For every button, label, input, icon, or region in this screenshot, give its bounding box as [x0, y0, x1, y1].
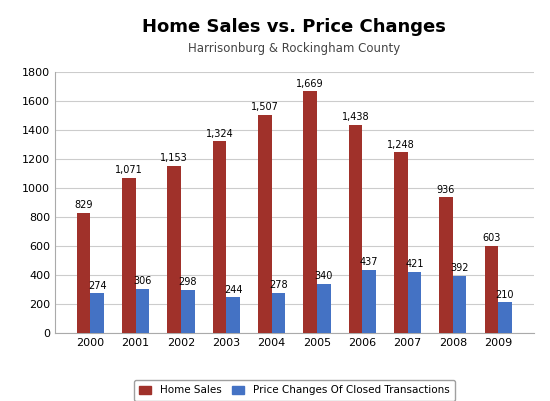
Text: 392: 392 — [450, 263, 469, 273]
Bar — [453, 276, 466, 333]
Text: 829: 829 — [74, 200, 93, 210]
Bar — [498, 302, 512, 333]
Text: 1,507: 1,507 — [251, 102, 279, 112]
Bar — [167, 166, 181, 333]
Text: 298: 298 — [179, 277, 197, 287]
Text: 1,071: 1,071 — [115, 165, 143, 175]
Bar — [77, 213, 90, 333]
Text: 1,153: 1,153 — [160, 153, 188, 163]
Text: 340: 340 — [315, 271, 333, 281]
Bar — [181, 290, 195, 333]
Bar — [439, 197, 453, 333]
Text: 603: 603 — [482, 233, 501, 243]
Bar — [272, 293, 285, 333]
Text: 936: 936 — [437, 185, 455, 195]
Bar — [317, 284, 331, 333]
Bar — [213, 141, 226, 333]
Text: 1,669: 1,669 — [296, 79, 324, 89]
Legend: Home Sales, Price Changes Of Closed Transactions: Home Sales, Price Changes Of Closed Tran… — [134, 380, 455, 401]
Bar — [349, 125, 362, 333]
Text: 421: 421 — [405, 259, 424, 269]
Bar — [303, 91, 317, 333]
Text: Harrisonburg & Rockingham County: Harrisonburg & Rockingham County — [188, 42, 400, 55]
Bar — [136, 289, 149, 333]
Text: 1,438: 1,438 — [342, 112, 369, 122]
Bar — [122, 178, 136, 333]
Bar — [485, 245, 498, 333]
Text: Home Sales vs. Price Changes: Home Sales vs. Price Changes — [142, 18, 446, 36]
Bar — [362, 269, 376, 333]
Text: 210: 210 — [496, 290, 514, 300]
Text: 437: 437 — [360, 257, 378, 267]
Text: 274: 274 — [88, 281, 107, 291]
Text: 278: 278 — [269, 280, 288, 290]
Bar — [90, 293, 104, 333]
Bar — [394, 152, 408, 333]
Bar — [408, 272, 421, 333]
Bar — [258, 115, 272, 333]
Text: 306: 306 — [133, 276, 152, 286]
Bar — [226, 298, 240, 333]
Text: 1,324: 1,324 — [206, 128, 233, 138]
Text: 1,248: 1,248 — [387, 140, 415, 150]
Text: 244: 244 — [224, 285, 243, 295]
